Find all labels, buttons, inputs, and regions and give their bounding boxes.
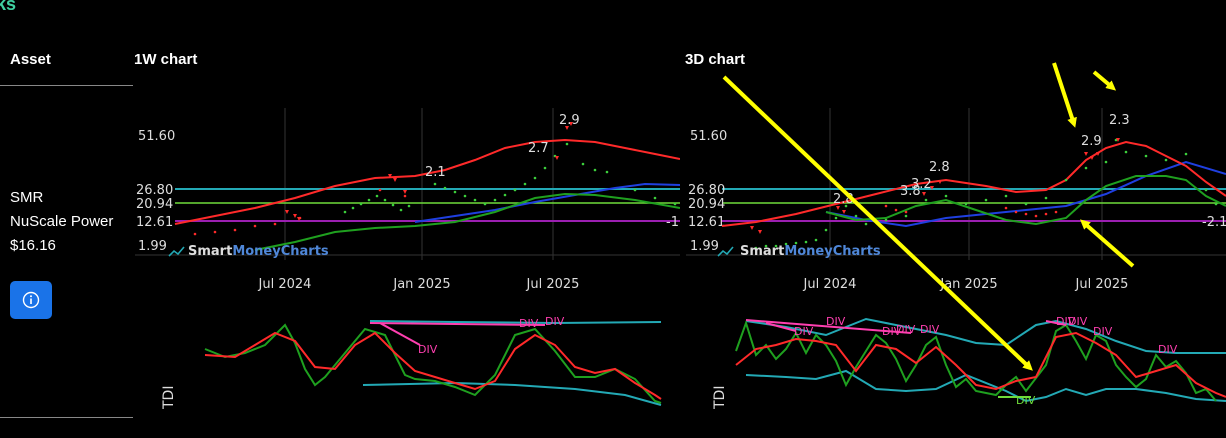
edge-value-label: -1. (666, 215, 680, 230)
peak-label: 3.8 (900, 184, 921, 199)
gridlines (135, 108, 680, 260)
div-label: DIV (418, 343, 438, 356)
peak-label: 2.8 (833, 192, 854, 207)
chart-1w[interactable]: 51.60 26.80 20.94 12.61 1.99 2.9 2.7 2.1… (135, 100, 680, 300)
tdi-3d-panel[interactable]: TDI DIV DIV DIV DIV DIV DIV DIV DIV DIV … (706, 305, 1226, 435)
div-label: DIV (920, 323, 940, 336)
tdi-red-line (204, 331, 662, 400)
x-tick-label: Jul 2025 (1075, 277, 1129, 292)
svg-text:SmartMoneyCharts: SmartMoneyCharts (188, 244, 329, 259)
div-label: DIV (1068, 315, 1088, 328)
price-level-label: 51.60 (690, 129, 727, 144)
tdi-axis-label: TDI (712, 386, 728, 410)
tdi-1w-panel[interactable]: TDI DIV DIV DIV (155, 305, 670, 435)
blue-ma-line (825, 160, 1226, 228)
peak-labels: 2.9 2.7 2.1 (425, 113, 580, 180)
x-tick-label: Jan 2025 (939, 277, 997, 292)
page-header-fragment: ks (0, 0, 17, 14)
column-header-3d-chart: 3D chart (685, 51, 746, 68)
price-level-label: 12.61 (688, 215, 725, 230)
tdi-axis-label: TDI (161, 386, 177, 410)
price-level-label: 51.60 (138, 129, 175, 144)
peak-label: 2.9 (1081, 134, 1102, 149)
price-level-labels: 51.60 26.80 20.94 12.61 1.99 (136, 129, 175, 254)
column-header-asset: Asset (10, 51, 51, 68)
x-tick-label: Jul 2024 (258, 277, 312, 292)
tdi-lower-band (362, 381, 662, 406)
watermark-money: MoneyCharts (784, 244, 881, 259)
smartmoneycharts-watermark: SmartMoneyCharts (168, 244, 329, 259)
watermark-smart: Smart (740, 244, 784, 259)
level-lines (175, 188, 680, 222)
edge-value-label: -2.1 (1202, 215, 1226, 230)
price-level-label: 1.99 (690, 239, 719, 254)
tdi-green-line (204, 323, 662, 404)
chart-3d[interactable]: 51.60 26.80 20.94 12.61 1.99 2.3 2.9 2.8… (686, 100, 1226, 300)
price-dots (754, 138, 1218, 250)
svg-text:SmartMoneyCharts: SmartMoneyCharts (740, 244, 881, 259)
asset-name: NuScale Power (10, 213, 114, 230)
div-label: DIV (519, 317, 539, 330)
peak-label: 2.8 (929, 160, 950, 175)
peak-label: 2.9 (559, 113, 580, 128)
peak-label: 2.3 (1109, 113, 1130, 128)
chart-logo-icon (168, 246, 185, 257)
column-header-1w-chart: 1W chart (134, 51, 198, 68)
price-level-label: 1.99 (138, 239, 167, 254)
div-label: DIV (826, 315, 846, 328)
asset-info: SMR NuScale Power $16.16 (10, 186, 113, 258)
price-level-labels: 51.60 26.80 20.94 12.61 1.99 (688, 129, 727, 254)
watermark-money: MoneyCharts (232, 244, 329, 259)
red-trend-line (174, 138, 680, 225)
price-level-label: 26.80 (136, 183, 173, 198)
green-ma-line (825, 175, 1226, 226)
div-label: DIV (545, 315, 565, 328)
tdi-upper-band (369, 320, 662, 325)
div-labels: DIV DIV DIV (418, 315, 565, 356)
x-axis-ticks: Jul 2024 Jan 2025 Jul 2025 (258, 277, 580, 292)
tdi-divergence-line (379, 322, 421, 346)
tdi-divergence-line (369, 322, 546, 326)
smartmoneycharts-watermark: SmartMoneyCharts (717, 244, 881, 259)
blue-ma-line (414, 182, 680, 223)
div-label: DIV (1016, 394, 1036, 407)
x-tick-label: Jan 2025 (392, 277, 450, 292)
price-level-label: 26.80 (688, 183, 725, 198)
x-tick-label: Jul 2025 (526, 277, 580, 292)
price-level-label: 12.61 (136, 215, 173, 230)
row-divider-bottom (0, 417, 133, 418)
watermark-smart: Smart (188, 244, 232, 259)
gridlines (686, 108, 1226, 260)
peak-label: 2.7 (528, 141, 549, 156)
red-trend-line (721, 140, 1226, 227)
x-tick-label: Jul 2024 (803, 277, 857, 292)
annotation-arrow (1092, 70, 1117, 91)
info-circle-icon (22, 291, 40, 309)
row-divider-top (0, 85, 133, 86)
price-level-label: 20.94 (136, 197, 173, 212)
peak-label: 2.1 (425, 165, 446, 180)
green-ma-line (254, 192, 680, 251)
tdi-divergence-line (1045, 320, 1067, 326)
div-label: DIV (882, 325, 902, 338)
asset-ticker: SMR (10, 189, 44, 206)
div-label: DIV (1093, 325, 1113, 338)
info-button[interactable] (10, 281, 52, 319)
sell-signal-markers (285, 122, 573, 221)
asset-price: $16.16 (10, 237, 56, 254)
price-level-label: 20.94 (688, 197, 725, 212)
div-label: DIV (1056, 315, 1076, 328)
div-label: DIV (794, 325, 814, 338)
div-label: DIV (1158, 343, 1178, 356)
x-axis-ticks: Jul 2024 Jan 2025 Jul 2025 (803, 277, 1129, 292)
